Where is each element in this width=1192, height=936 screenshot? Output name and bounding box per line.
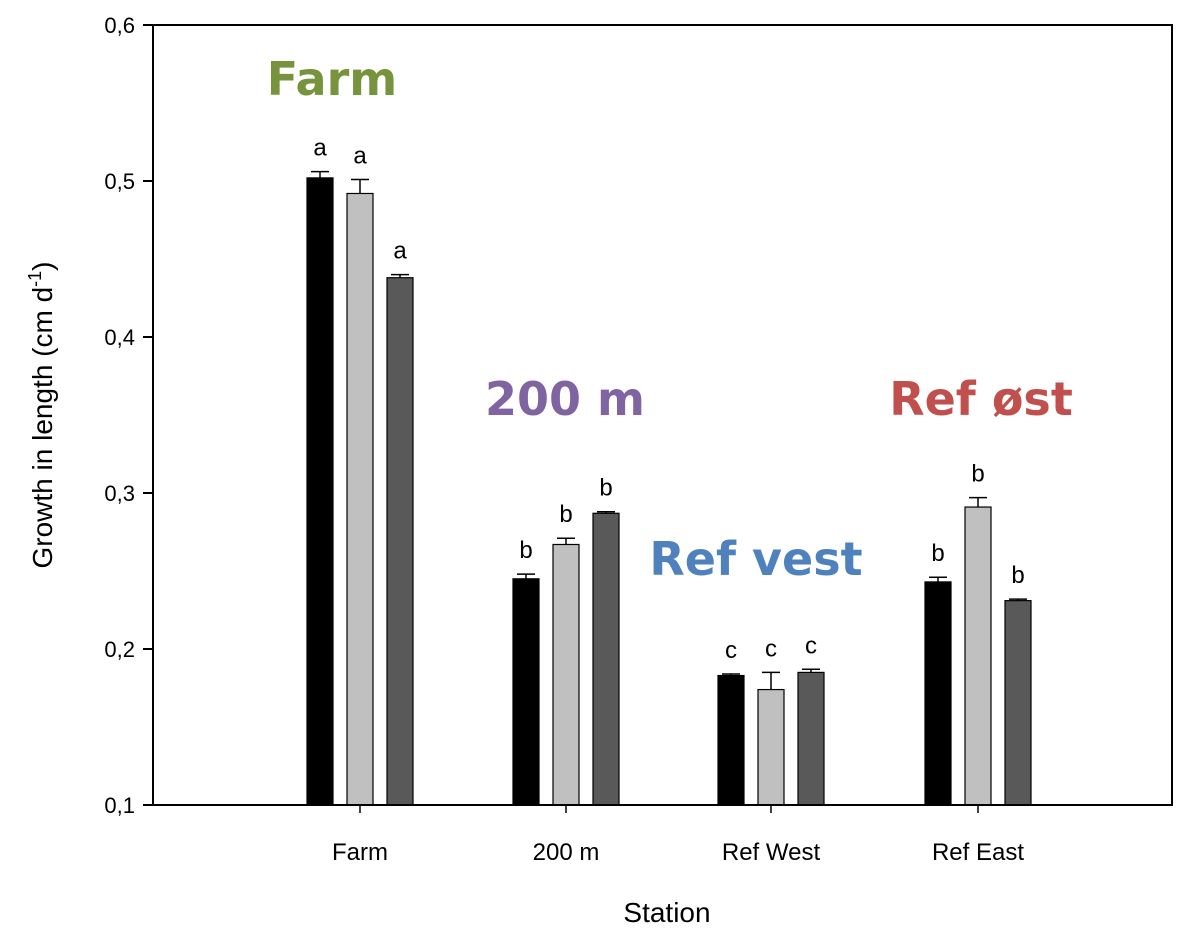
y-axis-title-close: )	[27, 261, 58, 270]
y-axis: 0,1 0,2 0,3 0,4 0,5 0,6	[104, 13, 153, 818]
bar	[346, 192, 374, 806]
bar	[306, 177, 334, 806]
significance-letter: c	[725, 637, 737, 664]
station-annotation: Ref vest	[649, 532, 862, 586]
significance-letter: c	[805, 632, 817, 659]
x-axis: Farm 200 m Ref West Ref East	[332, 805, 1024, 866]
significance-letter: a	[393, 238, 407, 265]
y-tick-label: 0,4	[104, 325, 135, 350]
x-tick-label: Ref East	[932, 839, 1024, 866]
bar	[592, 512, 620, 806]
y-axis-title-main: Growth in length (cm d	[27, 287, 58, 569]
bar	[757, 688, 785, 806]
significance-letter: c	[765, 635, 777, 662]
station-annotation: Farm	[267, 52, 397, 106]
station-annotations: Farm 200 m Ref vest Ref øst	[267, 52, 1073, 586]
y-tick-label: 0,5	[104, 169, 135, 194]
x-tick-label: Ref West	[722, 839, 821, 866]
y-tick-label: 0,3	[104, 481, 135, 506]
significance-letter: a	[313, 135, 327, 162]
y-axis-title-superscript: -1	[25, 271, 45, 287]
bars-layer	[306, 177, 1032, 806]
significance-letter: a	[353, 142, 367, 169]
bar	[964, 506, 992, 806]
significance-letter: b	[971, 461, 984, 488]
significance-letter: b	[931, 540, 944, 567]
significance-letter: b	[599, 475, 612, 502]
bar	[717, 674, 745, 806]
x-tick-label: Farm	[332, 839, 388, 866]
bar	[924, 581, 952, 806]
plot-frame	[152, 24, 1173, 806]
y-tick-label: 0,1	[104, 793, 135, 818]
y-tick-label: 0,6	[104, 13, 135, 38]
error-bars-layer	[311, 170, 1027, 690]
bar	[512, 578, 540, 806]
y-axis-title: Growth in length (cm d-1)	[25, 261, 58, 568]
station-annotation: Ref øst	[889, 372, 1073, 426]
significance-letter: b	[1011, 562, 1024, 589]
x-axis-title: Station	[623, 897, 710, 928]
bar	[386, 277, 414, 806]
x-tick-label: 200 m	[533, 839, 600, 866]
station-annotation: 200 m	[485, 372, 645, 426]
bar	[552, 543, 580, 806]
bar	[797, 671, 825, 806]
y-tick-label: 0,2	[104, 637, 135, 662]
significance-letter: b	[559, 501, 572, 528]
significance-letter: b	[519, 537, 532, 564]
bar	[1004, 600, 1032, 806]
